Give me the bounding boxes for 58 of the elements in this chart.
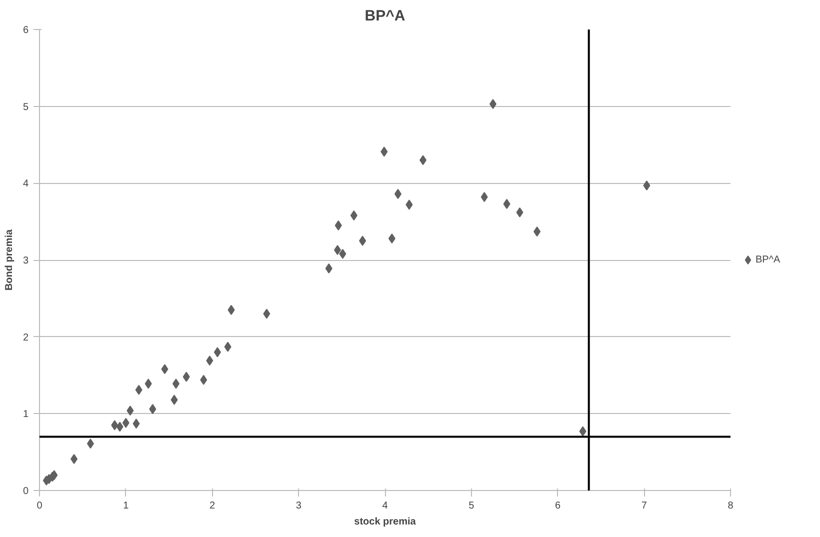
point <box>380 146 388 157</box>
point <box>339 248 346 259</box>
y-tick-label: 2 <box>22 332 29 344</box>
point <box>172 378 180 389</box>
point <box>86 438 94 449</box>
point <box>334 245 341 256</box>
point <box>170 394 178 405</box>
x-tick-label: 6 <box>554 500 561 512</box>
point <box>359 236 366 246</box>
point <box>503 198 510 209</box>
point <box>182 372 190 382</box>
y-tick-label: 3 <box>22 256 29 266</box>
point <box>228 304 235 315</box>
point <box>516 207 524 218</box>
x-tick-label: 2 <box>209 500 216 512</box>
x-tick-label: 5 <box>468 500 475 512</box>
point <box>126 406 134 416</box>
x-tick-label: 8 <box>728 500 734 512</box>
point <box>149 404 156 414</box>
point <box>144 378 152 389</box>
point <box>224 342 232 352</box>
point <box>214 347 221 358</box>
point <box>334 220 342 230</box>
x-tick-label: 0 <box>36 500 43 512</box>
point <box>132 418 140 429</box>
point <box>643 180 650 190</box>
point <box>206 356 214 366</box>
point <box>116 422 124 432</box>
legend-label: BP^A <box>756 254 781 266</box>
x-tick-label: 7 <box>641 500 648 512</box>
point <box>122 418 130 428</box>
point <box>70 454 78 464</box>
point <box>388 233 396 244</box>
point <box>161 364 168 374</box>
y-tick-label: 5 <box>22 102 29 113</box>
point <box>111 420 118 430</box>
point <box>135 384 142 395</box>
point <box>200 374 208 385</box>
chart-title: BP^A <box>364 8 406 24</box>
point <box>350 210 358 220</box>
point <box>394 188 402 199</box>
y-tick-label: 4 <box>22 178 29 190</box>
point <box>420 155 427 166</box>
point <box>534 226 541 237</box>
y-tick-label: 1 <box>22 409 29 420</box>
point <box>480 192 488 202</box>
point <box>489 99 496 110</box>
point <box>406 200 413 210</box>
x-axis-title: stock premia <box>354 516 416 528</box>
y-axis-title: Bond premia <box>4 229 15 291</box>
x-tick-label: 4 <box>382 500 388 512</box>
point <box>325 263 332 274</box>
point <box>579 426 586 436</box>
y-tick-label: 6 <box>22 25 29 36</box>
x-tick-label: 1 <box>123 500 130 512</box>
y-tick-label: 0 <box>22 486 29 497</box>
x-tick-label: 3 <box>296 500 302 512</box>
point <box>263 308 270 319</box>
